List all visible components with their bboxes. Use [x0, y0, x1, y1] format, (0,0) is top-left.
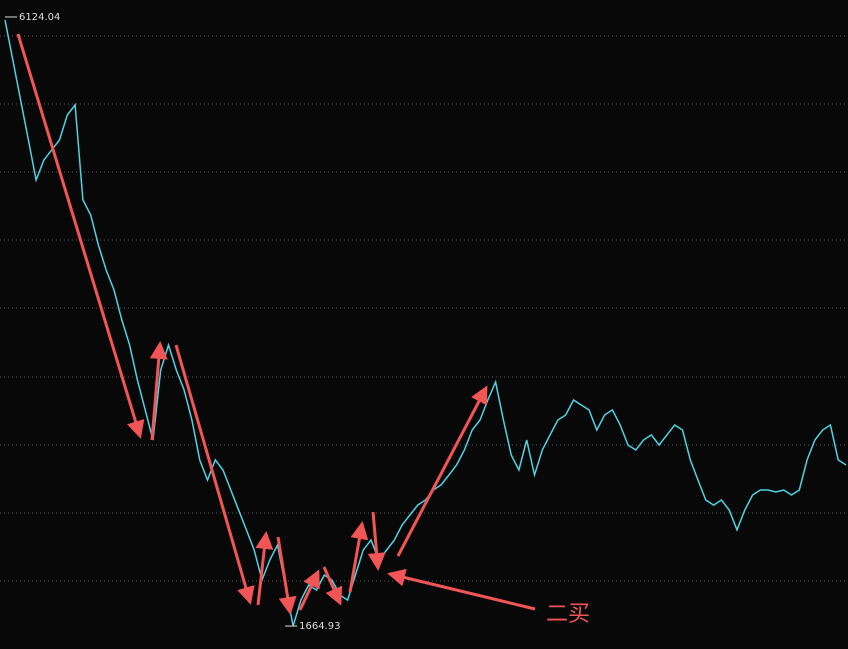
min-label: 1664.93 — [299, 621, 340, 632]
max-label: 6124.04 — [19, 12, 60, 23]
arrows — [16, 33, 536, 615]
plot — [4, 19, 847, 627]
annotation: 二买 — [546, 602, 590, 627]
price-line — [4, 19, 847, 627]
grid — [0, 35, 848, 582]
